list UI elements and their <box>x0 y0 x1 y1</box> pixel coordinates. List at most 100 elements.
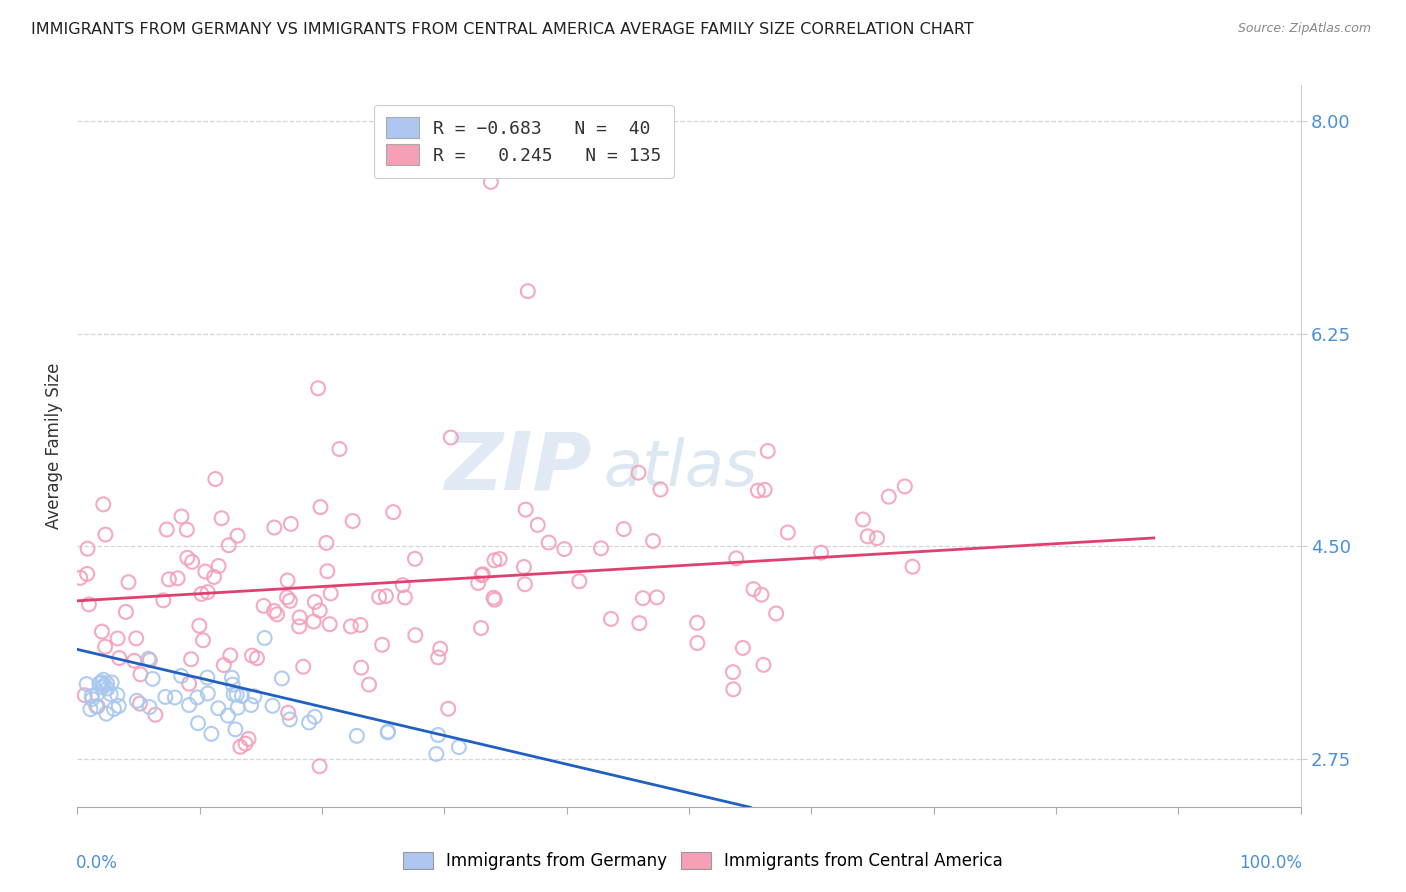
Point <box>69 571 91 585</box>
Point <box>350 660 373 674</box>
Point <box>346 729 368 743</box>
Point <box>513 560 536 574</box>
Point <box>686 615 709 630</box>
Point <box>138 651 160 665</box>
Point <box>894 479 917 493</box>
Point <box>128 697 150 711</box>
Point <box>238 731 260 746</box>
Point <box>122 654 145 668</box>
Point <box>96 706 118 721</box>
Point <box>100 687 122 701</box>
Point <box>145 707 167 722</box>
Point <box>108 651 131 665</box>
Point <box>404 628 426 642</box>
Point <box>342 514 364 528</box>
Point <box>197 585 219 599</box>
Point <box>377 724 399 739</box>
Point <box>276 591 298 605</box>
Text: 100.0%: 100.0% <box>1239 855 1302 872</box>
Point <box>470 621 492 635</box>
Point <box>302 615 325 629</box>
Point <box>94 640 117 654</box>
Point <box>243 690 266 704</box>
Point <box>80 689 103 703</box>
Point <box>194 565 217 579</box>
Point <box>115 605 138 619</box>
Point <box>553 542 575 557</box>
Point <box>129 667 152 681</box>
Point <box>142 672 165 686</box>
Point <box>752 657 775 672</box>
Point <box>170 509 193 524</box>
Point <box>253 599 276 613</box>
Point <box>96 676 118 690</box>
Point <box>225 688 247 702</box>
Point <box>394 591 416 605</box>
Point <box>309 500 332 515</box>
Point <box>288 610 311 624</box>
Point <box>298 715 321 730</box>
Point <box>467 576 489 591</box>
Point <box>82 692 104 706</box>
Point <box>288 619 311 633</box>
Point <box>188 618 211 632</box>
Point <box>76 566 98 581</box>
Point <box>425 747 447 761</box>
Point <box>90 624 112 639</box>
Point <box>271 672 294 686</box>
Point <box>856 529 879 543</box>
Point <box>93 678 115 692</box>
Point <box>253 631 276 645</box>
Point <box>105 688 128 702</box>
Point <box>222 687 245 701</box>
Point <box>262 698 284 713</box>
Y-axis label: Average Family Size: Average Family Size <box>45 363 63 529</box>
Point <box>319 617 342 632</box>
Point <box>231 689 253 703</box>
Point <box>357 677 380 691</box>
Point <box>277 706 299 720</box>
Point <box>484 553 506 567</box>
Point <box>315 536 337 550</box>
Point <box>877 490 900 504</box>
Point <box>340 619 363 633</box>
Point <box>166 571 188 585</box>
Point <box>219 648 242 663</box>
Point <box>181 555 204 569</box>
Point <box>229 739 252 754</box>
Text: atlas: atlas <box>603 437 758 499</box>
Point <box>754 483 776 497</box>
Point <box>427 650 450 665</box>
Point <box>96 681 118 696</box>
Point <box>280 516 302 531</box>
Point <box>187 716 209 731</box>
Point <box>246 651 269 665</box>
Point <box>650 483 672 497</box>
Point <box>218 538 240 552</box>
Point <box>186 690 208 705</box>
Point <box>202 570 225 584</box>
Point <box>91 681 114 695</box>
Point <box>810 546 832 560</box>
Point <box>589 541 612 556</box>
Point <box>437 702 460 716</box>
Point <box>155 690 177 704</box>
Legend: R = −0.683   N =  40, R =   0.245   N = 135: R = −0.683 N = 40, R = 0.245 N = 135 <box>374 104 673 178</box>
Point <box>488 552 510 566</box>
Point <box>404 551 426 566</box>
Point <box>377 725 399 739</box>
Point <box>156 523 179 537</box>
Text: ZIP: ZIP <box>444 429 591 507</box>
Point <box>91 497 114 511</box>
Point <box>319 586 342 600</box>
Point <box>107 632 129 646</box>
Point <box>224 723 246 737</box>
Point <box>221 678 243 692</box>
Point <box>374 589 396 603</box>
Point <box>125 632 148 646</box>
Point <box>516 284 538 298</box>
Point <box>641 533 664 548</box>
Text: IMMIGRANTS FROM GERMANY VS IMMIGRANTS FROM CENTRAL AMERICA AVERAGE FAMILY SIZE C: IMMIGRANTS FROM GERMANY VS IMMIGRANTS FR… <box>31 22 974 37</box>
Point <box>304 595 326 609</box>
Point <box>138 700 160 714</box>
